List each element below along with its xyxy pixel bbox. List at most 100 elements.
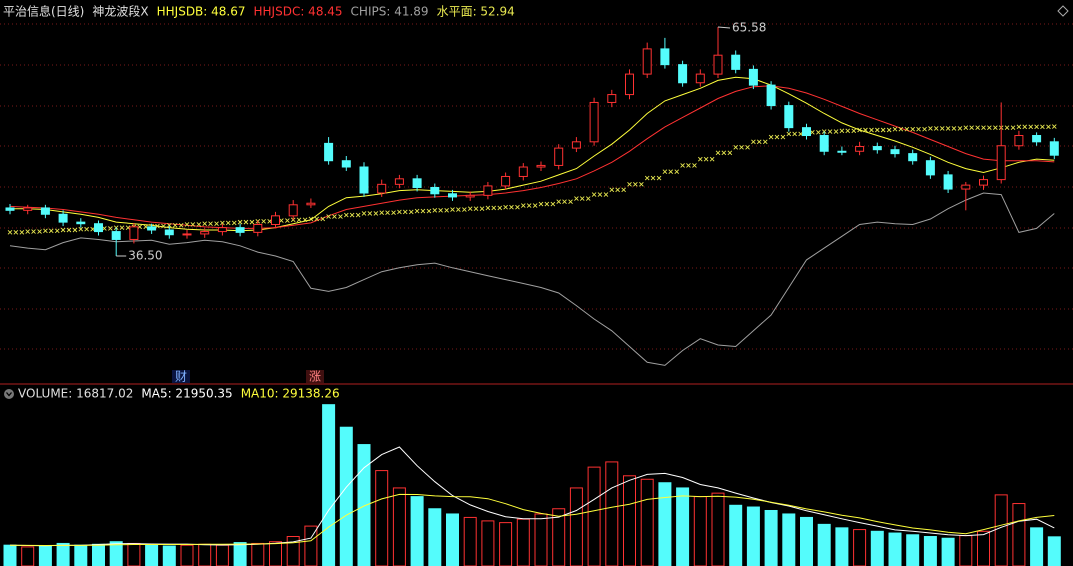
level-marker bbox=[202, 221, 208, 227]
level-marker bbox=[43, 228, 48, 234]
level-marker bbox=[798, 131, 803, 137]
candle-body bbox=[837, 150, 847, 153]
level-marker bbox=[520, 203, 526, 208]
level-marker bbox=[810, 130, 815, 135]
level-marker bbox=[910, 126, 916, 132]
level-marker bbox=[355, 212, 361, 218]
level-marker bbox=[220, 220, 225, 226]
level-marker bbox=[249, 219, 255, 225]
level-marker bbox=[662, 169, 668, 175]
level-marker bbox=[302, 217, 308, 223]
candle-body bbox=[253, 223, 263, 233]
level-marker bbox=[178, 222, 184, 228]
candle-body bbox=[341, 160, 351, 168]
level-marker bbox=[37, 229, 42, 234]
volume-bar bbox=[109, 541, 123, 566]
candle-body bbox=[625, 73, 634, 96]
level-marker bbox=[591, 192, 597, 197]
price-panel: 65.58 36.50 bbox=[5, 21, 1059, 366]
chart-title: 平治信息(日线) bbox=[3, 4, 84, 19]
level-marker bbox=[703, 156, 709, 162]
volume-bar bbox=[446, 513, 459, 566]
candle-body bbox=[642, 48, 652, 75]
level-marker bbox=[385, 210, 390, 215]
level-marker bbox=[975, 125, 980, 130]
level-marker bbox=[231, 220, 237, 226]
level-marker bbox=[509, 204, 514, 210]
volume-bar bbox=[906, 534, 920, 566]
level-marker bbox=[562, 199, 567, 204]
volume-bar bbox=[162, 545, 176, 566]
level-marker bbox=[821, 129, 827, 134]
level-marker bbox=[467, 206, 473, 212]
level-marker bbox=[603, 192, 609, 197]
candle-body bbox=[518, 166, 528, 177]
event-box bbox=[172, 370, 190, 383]
level-marker bbox=[786, 131, 792, 137]
volume-bar bbox=[269, 541, 282, 566]
level-marker bbox=[438, 208, 443, 213]
candle-body bbox=[979, 179, 988, 186]
level-marker bbox=[898, 126, 904, 132]
volume-bar bbox=[1012, 503, 1026, 566]
level-marker bbox=[1051, 124, 1057, 129]
volume-bar bbox=[322, 404, 336, 566]
level-marker bbox=[515, 204, 520, 210]
candle-body bbox=[660, 48, 670, 66]
level-marker bbox=[473, 206, 479, 212]
level-marker bbox=[963, 125, 969, 130]
level-marker bbox=[833, 129, 839, 134]
legend-entry: 水平面: 52.94 bbox=[437, 5, 515, 19]
level-marker bbox=[279, 218, 284, 223]
level-marker bbox=[125, 225, 131, 230]
candle-body bbox=[182, 233, 192, 236]
level-marker bbox=[957, 126, 963, 131]
level-marker bbox=[751, 139, 756, 145]
volume-bar bbox=[676, 487, 690, 566]
level-marker bbox=[951, 126, 957, 131]
level-marker bbox=[922, 126, 927, 132]
level-marker bbox=[756, 139, 762, 145]
level-marker bbox=[1046, 124, 1051, 130]
level-marker bbox=[538, 201, 544, 207]
volume-bar bbox=[180, 544, 194, 566]
level-marker bbox=[444, 208, 449, 213]
volume-bar bbox=[923, 536, 937, 566]
level-marker bbox=[733, 145, 739, 150]
candle-body bbox=[111, 231, 121, 240]
volume-bar bbox=[127, 542, 141, 566]
candle-body bbox=[872, 146, 882, 151]
volume-bar bbox=[392, 487, 406, 566]
level-marker bbox=[462, 207, 467, 212]
level-marker bbox=[574, 196, 579, 201]
level-marker bbox=[762, 139, 768, 145]
candle-body bbox=[200, 231, 210, 235]
event-label: 财 bbox=[175, 370, 187, 384]
level-marker bbox=[981, 125, 986, 130]
level-marker bbox=[544, 201, 550, 207]
volume-bar bbox=[870, 530, 884, 566]
menu-icon[interactable] bbox=[1057, 5, 1069, 17]
level-marker bbox=[792, 131, 797, 137]
volume-bar bbox=[339, 426, 353, 566]
level-marker bbox=[391, 210, 396, 215]
candle-body bbox=[501, 175, 511, 187]
level-marker bbox=[314, 216, 320, 222]
volume-menu-icon[interactable] bbox=[4, 389, 14, 399]
level-marker bbox=[296, 217, 302, 223]
level-marker bbox=[143, 224, 149, 230]
level-marker bbox=[650, 175, 656, 181]
volume-bar bbox=[800, 516, 813, 566]
level-marker bbox=[113, 225, 119, 230]
volume-bar bbox=[640, 478, 654, 566]
volume-bar bbox=[959, 535, 973, 566]
candle-body bbox=[554, 147, 564, 166]
volume-bar bbox=[3, 544, 17, 566]
legend-entry: HHJSDC: 48.45 bbox=[254, 5, 343, 19]
level-marker bbox=[709, 156, 715, 162]
volume-bar bbox=[516, 518, 530, 566]
candle-body bbox=[571, 141, 581, 149]
level-marker bbox=[933, 126, 939, 131]
level-marker bbox=[928, 126, 933, 131]
level-marker bbox=[402, 209, 408, 215]
